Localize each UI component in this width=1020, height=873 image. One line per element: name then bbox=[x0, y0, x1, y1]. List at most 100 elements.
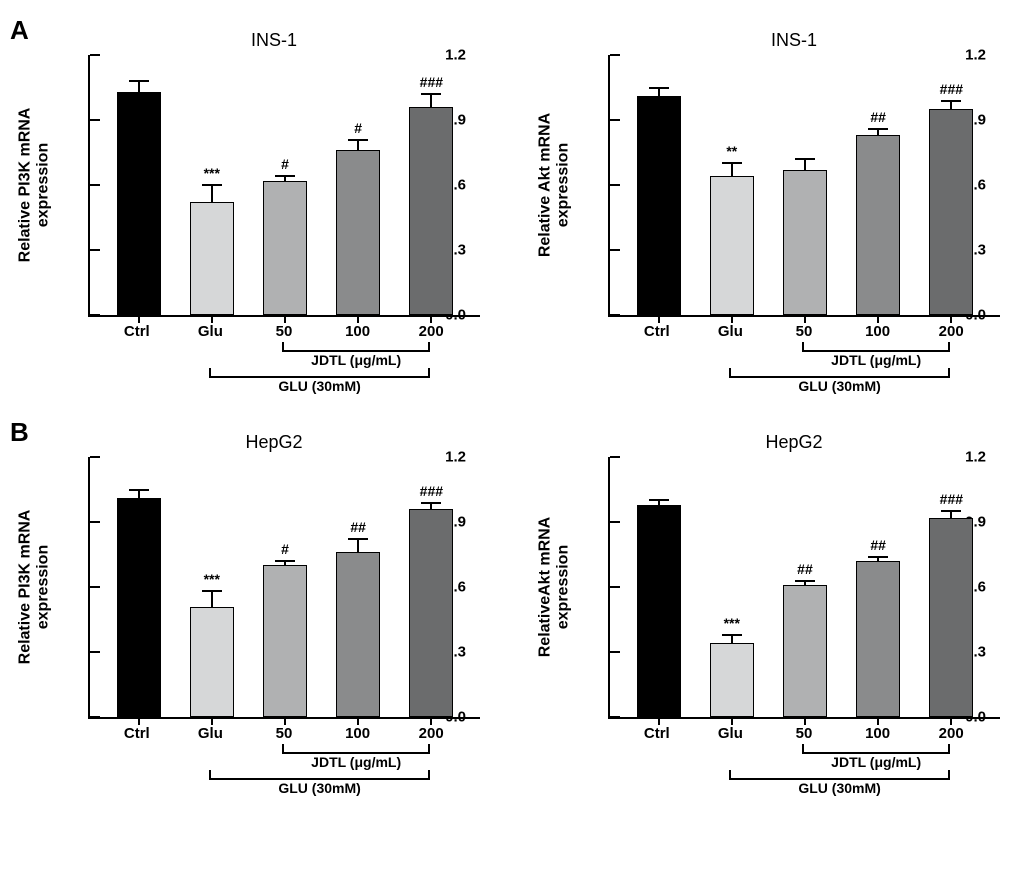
chart-panel-a_left: AINS-1Relative PI3K mRNAexpression0.00.3… bbox=[20, 20, 480, 392]
bar bbox=[856, 561, 900, 717]
chart-title: INS-1 bbox=[68, 30, 480, 51]
significance-label: ## bbox=[848, 537, 908, 553]
x-tick bbox=[853, 315, 903, 323]
error-bar-cap bbox=[941, 510, 961, 512]
bar-slot: *** bbox=[707, 643, 757, 717]
chart-panel-a_right: INS-1 Relative Akt mRNAexpression0.00.30.… bbox=[540, 20, 1000, 392]
significance-label: ## bbox=[328, 519, 388, 535]
significance-label: ** bbox=[702, 143, 762, 159]
x-tick bbox=[707, 717, 757, 725]
bar bbox=[710, 176, 754, 315]
bar bbox=[710, 643, 754, 717]
chart-wrap: HepG2RelativeAkt mRNAexpression0.00.30.6… bbox=[608, 432, 1000, 794]
bar-slot bbox=[780, 170, 830, 315]
x-label: Ctrl bbox=[112, 725, 162, 742]
error-bar-cap bbox=[202, 590, 222, 592]
x-labels-row: CtrlGlu50100200 bbox=[88, 725, 480, 742]
y-axis-label: Relative PI3K mRNAexpression bbox=[16, 477, 51, 697]
jdtl-bracket: JDTL (μg/mL) bbox=[282, 744, 430, 754]
x-label: Glu bbox=[185, 323, 235, 340]
x-label: 50 bbox=[259, 725, 309, 742]
bar bbox=[336, 552, 380, 717]
error-bar-stem bbox=[211, 591, 213, 606]
bar bbox=[637, 96, 681, 315]
x-tick bbox=[333, 315, 383, 323]
x-tick bbox=[114, 717, 164, 725]
error-bar-stem bbox=[211, 185, 213, 202]
error-bar-cap bbox=[868, 128, 888, 130]
bars-container: ***####### bbox=[610, 457, 1000, 717]
error-bar-cap bbox=[348, 538, 368, 540]
bar-slot: *** bbox=[187, 202, 237, 315]
x-tick bbox=[707, 315, 757, 323]
panel-label: A bbox=[10, 15, 29, 46]
chart-panel-b_left: BHepG2Relative PI3K mRNAexpression0.00.3… bbox=[20, 422, 480, 794]
x-label: 50 bbox=[259, 323, 309, 340]
chart-wrap: INS-1Relative PI3K mRNAexpression0.00.30… bbox=[88, 30, 480, 392]
glu-bracket-label: GLU (30mM) bbox=[278, 378, 360, 394]
bar-slot: ### bbox=[926, 109, 976, 315]
y-axis-label: Relative PI3K mRNAexpression bbox=[16, 75, 51, 295]
error-bar-stem bbox=[430, 94, 432, 107]
bar bbox=[263, 565, 307, 717]
x-label: 50 bbox=[779, 725, 829, 742]
error-bar-stem bbox=[138, 490, 140, 499]
jdtl-bracket: JDTL (μg/mL) bbox=[802, 342, 950, 352]
bar-slot: ** bbox=[707, 176, 757, 315]
significance-label: ### bbox=[921, 81, 981, 97]
significance-label: *** bbox=[182, 165, 242, 181]
glu-bracket-label: GLU (30mM) bbox=[798, 780, 880, 796]
y-axis-label: RelativeAkt mRNAexpression bbox=[536, 477, 571, 697]
bar-slot: # bbox=[260, 181, 310, 315]
bar-slot: ## bbox=[853, 135, 903, 315]
chart-title: HepG2 bbox=[588, 432, 1000, 453]
bar-slot: ### bbox=[406, 107, 456, 315]
x-label: Glu bbox=[705, 323, 755, 340]
glu-bracket: GLU (30mM) bbox=[209, 368, 431, 378]
error-bar-cap bbox=[649, 87, 669, 89]
bar-slot bbox=[114, 92, 164, 315]
error-bar-stem bbox=[731, 163, 733, 176]
bar bbox=[929, 518, 973, 717]
bar bbox=[190, 202, 234, 315]
significance-label: # bbox=[255, 541, 315, 557]
jdtl-bracket-label: JDTL (μg/mL) bbox=[311, 352, 401, 368]
bar bbox=[783, 585, 827, 717]
bar-slot: # bbox=[260, 565, 310, 717]
bar bbox=[856, 135, 900, 315]
x-tick bbox=[926, 315, 976, 323]
bar-slot: ## bbox=[780, 585, 830, 717]
x-tick-row bbox=[610, 315, 1000, 323]
jdtl-bracket: JDTL (μg/mL) bbox=[802, 744, 950, 754]
error-bar-stem bbox=[804, 159, 806, 170]
x-tick bbox=[406, 315, 456, 323]
bar bbox=[190, 607, 234, 718]
error-bar-cap bbox=[868, 556, 888, 558]
error-bar-cap bbox=[275, 175, 295, 177]
plot-region: Relative Akt mRNAexpression0.00.30.60.91… bbox=[608, 55, 1000, 317]
chart-wrap: INS-1Relative Akt mRNAexpression0.00.30.… bbox=[608, 30, 1000, 392]
plot-region: Relative PI3K mRNAexpression0.00.30.60.9… bbox=[88, 457, 480, 719]
bar-slot bbox=[634, 505, 684, 717]
glu-bracket: GLU (30mM) bbox=[209, 770, 431, 780]
annotation-brackets: JDTL (μg/mL) GLU (30mM) bbox=[608, 744, 1000, 794]
bar bbox=[263, 181, 307, 315]
x-tick-row bbox=[90, 717, 480, 725]
error-bar-stem bbox=[357, 539, 359, 552]
error-bar-cap bbox=[421, 93, 441, 95]
x-labels-row: CtrlGlu50100200 bbox=[608, 725, 1000, 742]
error-bar-stem bbox=[357, 140, 359, 151]
bar bbox=[929, 109, 973, 315]
bar bbox=[409, 509, 453, 717]
significance-label: *** bbox=[702, 615, 762, 631]
glu-bracket-label: GLU (30mM) bbox=[798, 378, 880, 394]
significance-label: ### bbox=[401, 483, 461, 499]
chart-title: INS-1 bbox=[588, 30, 1000, 51]
error-bar-cap bbox=[421, 502, 441, 504]
annotation-brackets: JDTL (μg/mL) GLU (30mM) bbox=[88, 744, 480, 794]
annotation-brackets: JDTL (μg/mL)GLU (30mM) bbox=[88, 342, 480, 392]
y-axis-label: Relative Akt mRNAexpression bbox=[536, 75, 571, 295]
x-label: 100 bbox=[333, 323, 383, 340]
bar bbox=[117, 92, 161, 315]
significance-label: ### bbox=[401, 74, 461, 90]
